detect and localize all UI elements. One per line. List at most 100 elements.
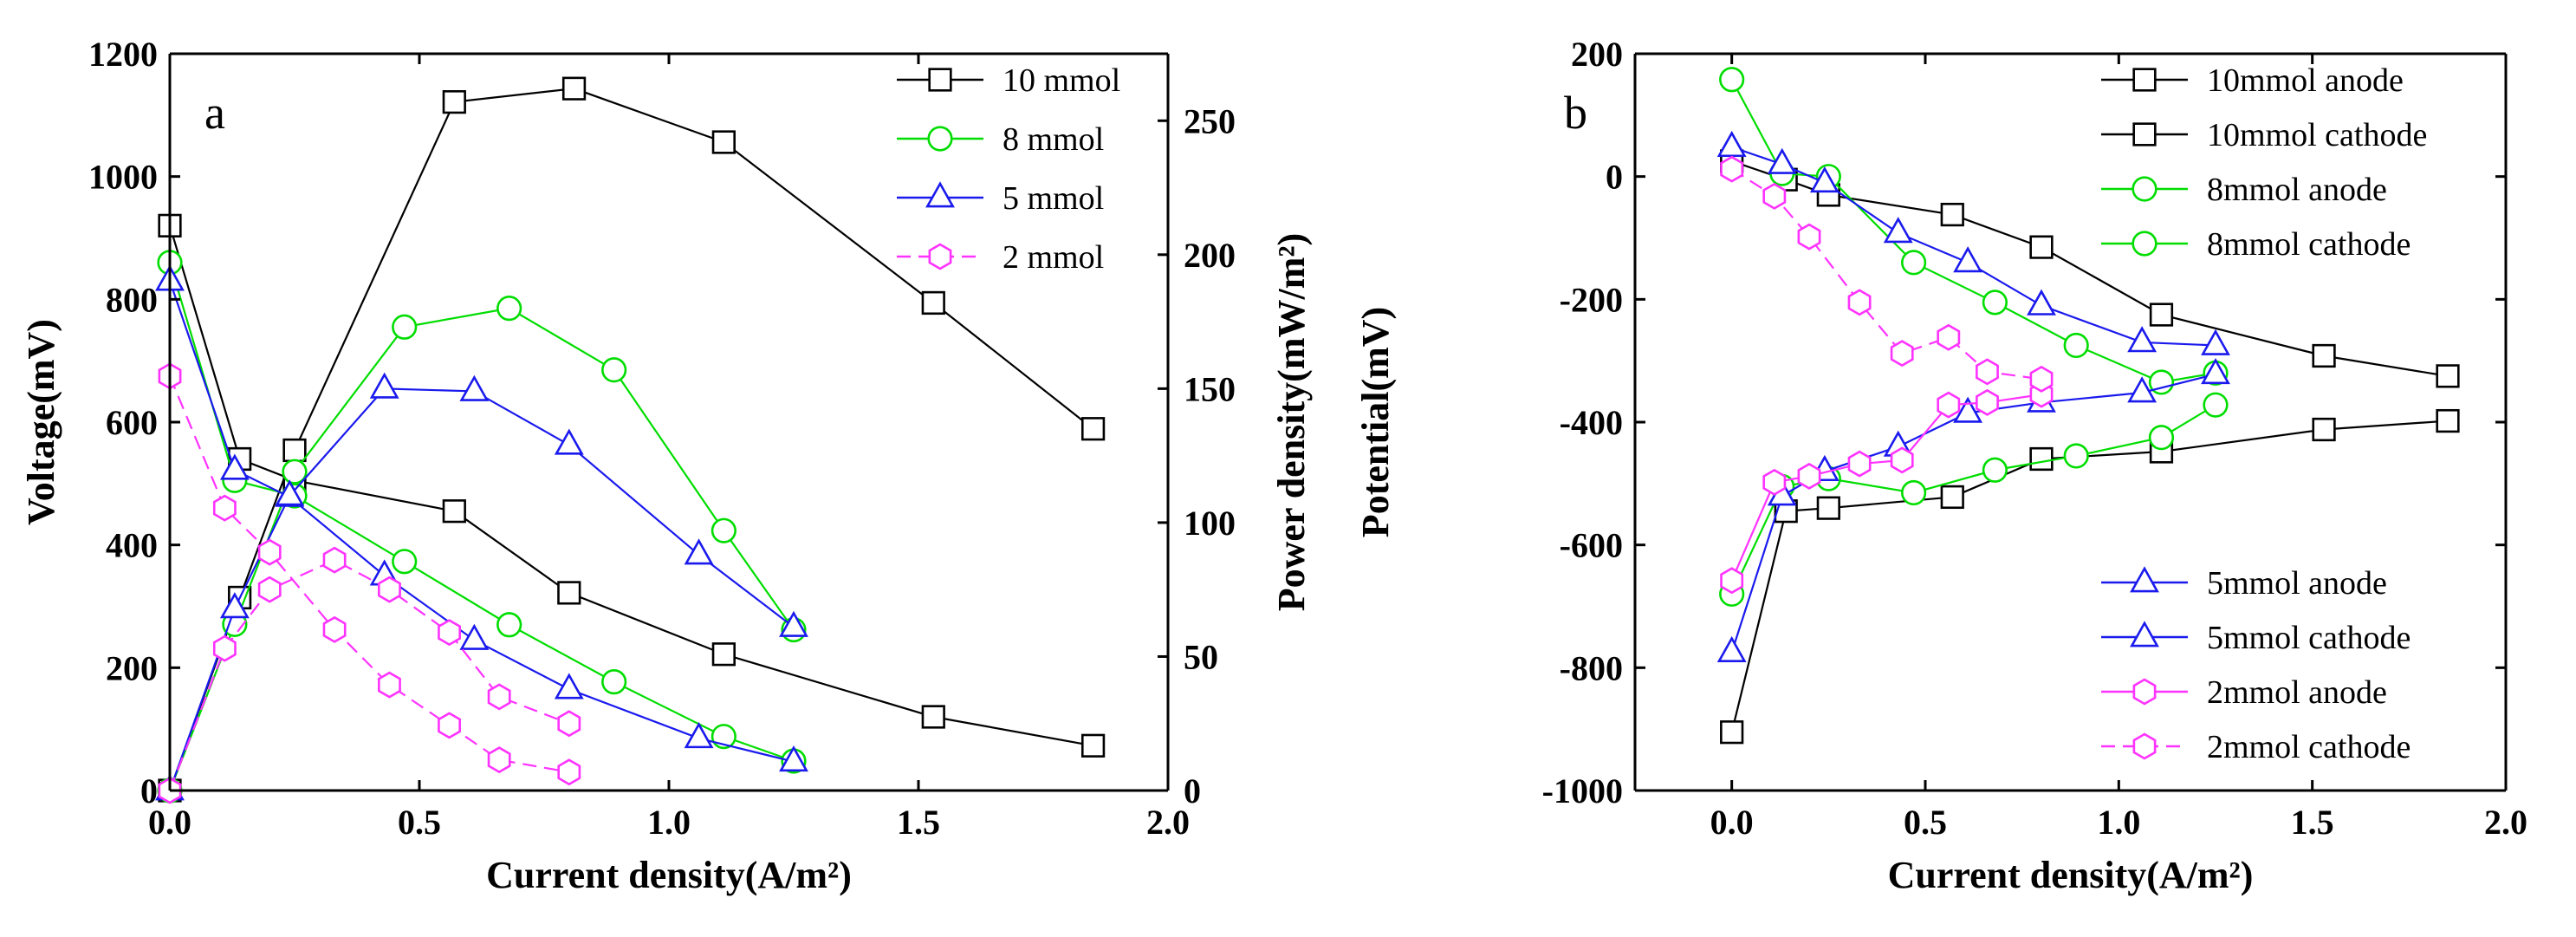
y-tick-label: 200 [106,648,158,687]
x-tick-label: 2.0 [1146,803,1190,842]
data-point [557,710,581,738]
data-point [496,612,522,638]
y2-tick-label: 0 [1184,771,1201,810]
data-point [322,546,347,574]
data-point [257,576,282,603]
data-point [1720,155,1744,183]
data-point [442,90,466,114]
panel-b-chart: 0.0 0.5 1.0 1.5 2.0 -1000 -800 -600 -400 -200 0 200… [1354,35,2527,896]
data-point [711,517,736,543]
legend-marker [2132,68,2157,92]
legend-item: 2 mmol [897,239,1104,276]
y2-axis-label: Power density(mW/m²) [1270,233,1313,611]
data-point [1080,417,1106,441]
data-point [1762,468,1787,496]
data-point [2312,417,2336,442]
legend-label: 10 mmol [1002,62,1120,99]
data-point [1953,246,1983,273]
data-point [2203,392,2229,418]
data-point [561,76,587,101]
x-tick-label: 0.0 [148,803,191,842]
y-tick-label: 800 [106,280,158,319]
series-0-1 [158,76,1106,803]
x-tick-label: 0.5 [398,803,441,842]
y2-tick-label: 250 [1184,101,1236,140]
data-point [1720,720,1744,745]
data-point [1976,388,1999,416]
legend: 5mmol anode 5mmol cathode 2mmol anode 2mmol… [2101,565,2411,765]
x-tick-label: 2.0 [2484,803,2527,842]
legend-marker [2130,621,2159,647]
data-point [2127,326,2157,353]
data-point [1901,479,1927,506]
legend-marker [2132,176,2157,202]
legend-item: 5 mmol [897,180,1104,217]
data-point [1937,323,1961,351]
series-line [168,307,795,791]
legend-label: 5 mmol [1002,180,1104,217]
legend-item: 2mmol cathode [2101,729,2411,765]
x-tick-label: 1.0 [647,803,691,842]
data-point [2029,365,2054,393]
legend-marker [2132,678,2157,706]
series-line [168,387,795,791]
legend-label: 5mmol anode [2207,565,2387,602]
legend: 10 mmol 8 mmol 5 mmol 2 mmol [897,62,1120,276]
series-0-5 [155,372,808,801]
y-tick-label: 400 [106,526,158,565]
legend-item: 10mmol cathode [2101,117,2427,153]
y-tick-label: -600 [1560,526,1623,565]
series-0-7 [158,546,581,804]
data-point [711,642,736,667]
data-point [392,549,418,575]
data-point [921,705,945,729]
series-line [168,88,1094,791]
data-point [442,499,466,524]
series-line [168,262,795,763]
legend-item: 10 mmol [897,62,1120,99]
data-point [212,634,237,662]
data-point [1716,130,1747,158]
y-tick-label: -800 [1560,648,1623,687]
y2-tick-label: 200 [1184,236,1236,275]
data-point [369,372,399,399]
data-point [438,712,461,739]
data-point [219,592,250,619]
legend-item: 5mmol anode [2101,565,2387,602]
legend-label: 8mmol cathode [2207,226,2411,263]
x-tick-label: 1.0 [2097,803,2140,842]
legend-label: 2 mmol [1002,239,1104,276]
data-point [2029,235,2054,259]
data-point [1901,250,1927,276]
series-line [168,280,795,763]
series-1-0 [1720,408,2460,745]
x-axis-label: Current density(A/m²) [486,854,852,896]
data-point [322,615,347,643]
data-point [2436,408,2460,433]
data-point [487,746,511,774]
data-point [219,453,250,480]
legend-item: 10mmol anode [2101,62,2404,99]
data-point [601,669,627,695]
data-point [2027,289,2056,316]
data-point [1940,202,1964,227]
x-tick-label: 0.5 [1904,803,1947,842]
y-tick-label: -1000 [1542,771,1623,810]
data-point [2148,425,2175,451]
data-point [557,581,581,605]
y-tick-label: -200 [1560,280,1623,319]
series-0-2 [157,250,807,774]
data-point [2312,343,2336,368]
data-point [282,438,307,463]
legend-marker [2132,231,2157,257]
data-point [1940,485,1964,510]
legend-label: 2mmol anode [2207,674,2387,711]
data-point [212,494,237,522]
legend-marker [2130,566,2159,593]
data-point [1976,358,1999,386]
data-point [1982,290,2008,316]
series-line [168,375,569,773]
legend-marker [925,181,955,208]
data-point [1937,391,1961,419]
series-1-7 [1720,155,2054,393]
